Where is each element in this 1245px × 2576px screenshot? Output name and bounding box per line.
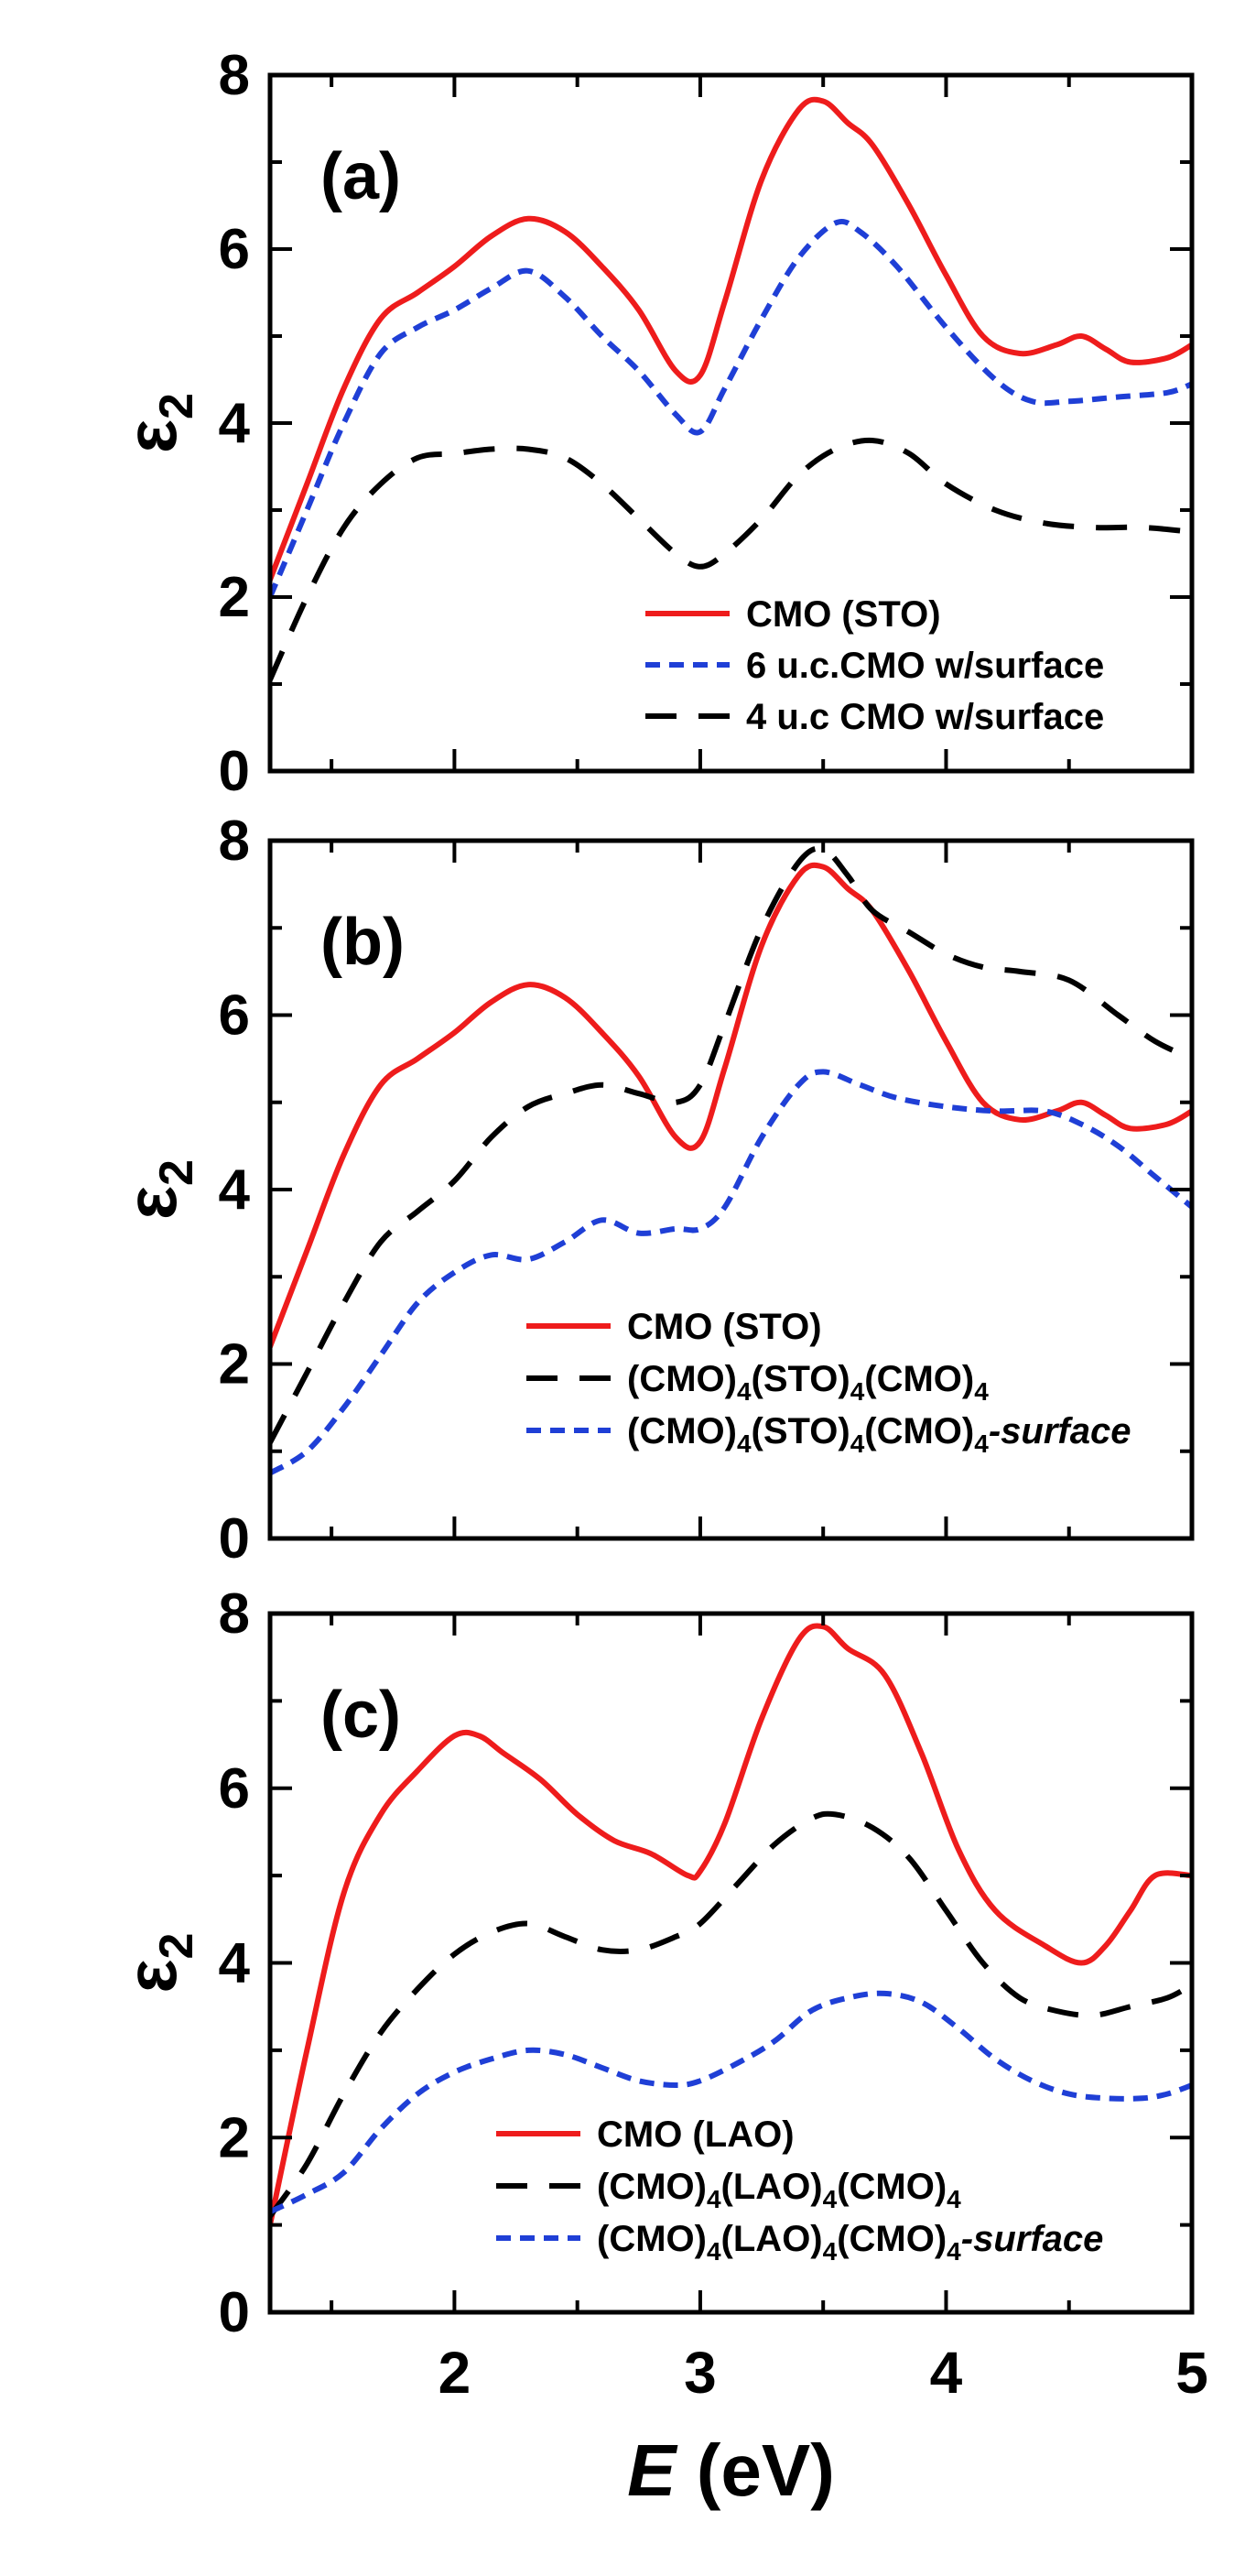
panel-3: 0 2 4 6 8 2 3 4 5 ε2 (c) CMO (LAO) (CMO)4(LAO)4(CMO)…	[111, 1582, 1208, 2511]
legend-label: 6 u.c.CMO w/surface	[746, 646, 1104, 686]
panel-label: (b)	[320, 906, 405, 979]
y-tick-label: 6	[219, 984, 250, 1048]
series-line-3	[270, 437, 1192, 681]
panel-1: 0 2 4 6 8 ε2 (a) CMO (STO) 6 u.c.CMO w/surface 4 …	[111, 44, 1195, 803]
series-line-2	[270, 218, 1192, 599]
y-tick-label: 0	[219, 740, 250, 803]
legend: CMO (STO) (CMO)4(STO)4(CMO)4 (CMO)4(STO)4(…	[526, 1307, 1131, 1458]
plot-frame	[267, 1611, 1195, 2315]
legend-label: (CMO)4(LAO)4(CMO)4-surface	[597, 2219, 1103, 2266]
series-line-3	[270, 1069, 1192, 1476]
legend-label: CMO (STO)	[627, 1307, 822, 1347]
x-tick-label: 3	[684, 2340, 717, 2406]
y-axis-label: ε2	[111, 1933, 203, 1994]
legend: CMO (LAO) (CMO)4(LAO)4(CMO)4 (CMO)4(LAO)4(…	[496, 2114, 1103, 2266]
y-tick-label: 4	[219, 1932, 251, 1995]
legend-label: 4 u.c CMO w/surface	[746, 697, 1104, 737]
panel-label: (a)	[320, 140, 401, 213]
series-line-2	[270, 1810, 1192, 2218]
legend-label: (CMO)4(LAO)4(CMO)4	[597, 2167, 961, 2213]
legend-label: CMO (STO)	[746, 594, 941, 635]
y-tick-label: 8	[219, 810, 250, 873]
y-tick-label: 6	[219, 218, 250, 281]
y-tick-label: 2	[219, 566, 250, 629]
series-line-1	[270, 96, 1192, 582]
panel-2: 0 2 4 6 8 ε2 (b) CMO (STO) (CMO)4(STO)4(CMO)4 (CM…	[111, 810, 1195, 1571]
y-tick-label: 6	[219, 1757, 250, 1821]
panel-label: (c)	[320, 1679, 401, 1752]
y-tick-label: 4	[219, 392, 251, 455]
series-line-1	[270, 862, 1192, 1350]
legend-label: CMO (LAO)	[597, 2114, 795, 2155]
y-tick-label: 2	[219, 2106, 250, 2169]
x-tick-label: 2	[438, 2340, 471, 2406]
y-axis-label: ε2	[111, 393, 203, 453]
y-tick-label: 8	[219, 44, 250, 107]
y-axis-label: ε2	[111, 1159, 203, 1220]
y-tick-label: 0	[219, 2281, 250, 2344]
legend: CMO (STO) 6 u.c.CMO w/surface 4 u.c CMO w/…	[645, 594, 1104, 737]
x-tick-label: 5	[1175, 2340, 1208, 2406]
legend-label: (CMO)4(STO)4(CMO)4	[627, 1359, 989, 1406]
series-line-3	[270, 1990, 1192, 2215]
series-line-1	[270, 1623, 1192, 2228]
y-tick-label: 0	[219, 1507, 250, 1571]
legend-label: (CMO)4(STO)4(CMO)4-surface	[627, 1411, 1131, 1458]
x-axis-label: E (eV)	[627, 2429, 835, 2511]
y-tick-label: 2	[219, 1333, 250, 1397]
y-tick-label: 4	[219, 1158, 251, 1222]
series-line-2	[270, 845, 1192, 1444]
y-tick-label: 8	[219, 1582, 250, 1646]
x-tick-label: 4	[930, 2340, 963, 2406]
